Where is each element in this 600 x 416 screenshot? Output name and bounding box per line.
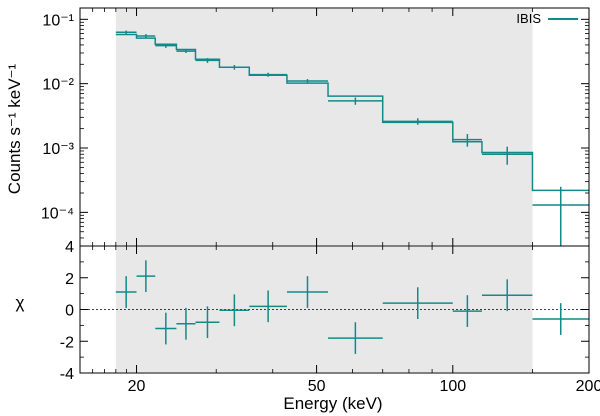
x-tick-label: 20 (128, 378, 146, 395)
y-tick-label: -2 (60, 334, 74, 351)
x-tick-label: 50 (308, 378, 326, 395)
y-tick-label: 0 (65, 303, 74, 320)
x-tick-labels: 20 50 100 200 (128, 378, 600, 395)
y-tick-label: 10⁻⁴ (41, 205, 74, 222)
x-axis-label: Energy (keV) (283, 394, 382, 413)
y-tick-label: 10⁻³ (42, 141, 74, 158)
x-tick-label: 100 (439, 378, 466, 395)
y-tick-label: 10⁻² (42, 77, 74, 94)
panel-residuals: 4 2 0 -2 -4 (60, 239, 590, 383)
legend-label: IBIS (516, 11, 541, 26)
y-axis-label-residuals: χ (16, 293, 25, 312)
shaded-band (115, 9, 533, 245)
y-tick-label: 2 (65, 271, 74, 288)
y-tick-label: -4 (60, 366, 74, 383)
y-tick-label: 10⁻¹ (42, 12, 74, 29)
x-tick-label: 200 (576, 378, 600, 395)
y-axis-label-spectrum: Counts s⁻¹ keV⁻¹ (5, 63, 24, 194)
legend: IBIS (516, 11, 578, 26)
panel-spectrum: 10⁻¹ 10⁻² 10⁻³ 10⁻⁴ (41, 7, 590, 247)
y-tick-label: 4 (65, 239, 74, 256)
